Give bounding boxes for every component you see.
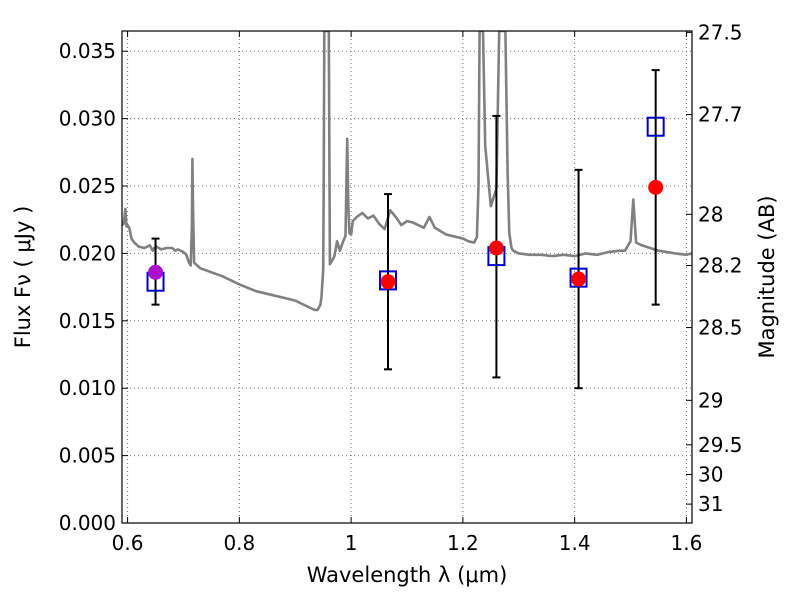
- spectrum-layer: [122, 31, 692, 312]
- y-tick-label: 0.025: [59, 174, 116, 198]
- observed-flux-point: [571, 271, 587, 287]
- x-tick-label: 1.6: [671, 531, 703, 555]
- right-tick-label: 28.5: [698, 316, 743, 340]
- marker-layer: [146, 116, 665, 292]
- y-tick-label: 0.000: [59, 511, 116, 535]
- observed-flux-point: [488, 240, 504, 256]
- y-tick-label: 0.010: [59, 376, 116, 400]
- x-tick-label: 1: [345, 531, 358, 555]
- model-spectrum-line: [122, 31, 692, 312]
- y-tick-label: 0.020: [59, 241, 116, 265]
- model-photometry-box: [379, 270, 397, 291]
- model-photometry-box: [569, 267, 588, 288]
- y-tick-label: 0.035: [59, 39, 116, 63]
- observed-flux-point: [148, 264, 164, 280]
- grid-layer: [122, 31, 692, 523]
- y-axis-label: Flux Fν ( μJy ): [11, 206, 35, 349]
- right-axis-label: Magnitude (AB): [755, 195, 779, 358]
- y-tick-label: 0.015: [59, 309, 116, 333]
- tick-layer: 0.6 0.8 1 1.2 1.4 1.6 0.000 0.005 0.010 0.015 0.02…: [59, 20, 743, 555]
- y-tick-label: 0.030: [59, 107, 116, 131]
- x-tick-label: 0.6: [112, 531, 144, 555]
- right-tick-label: 27.7: [698, 103, 743, 127]
- y-tick-label: 0.005: [59, 444, 116, 468]
- observed-flux-point: [380, 274, 396, 290]
- right-tick-label: 28.2: [698, 254, 743, 278]
- errorbar-layer: [151, 69, 660, 390]
- right-tick-label: 27.5: [698, 20, 743, 44]
- x-tick-label: 1.4: [559, 531, 591, 555]
- right-tick-label: 29: [698, 388, 723, 412]
- model-photometry-box: [646, 116, 665, 137]
- right-tick-label: 30: [698, 462, 723, 486]
- x-tick-label: 1.2: [447, 531, 479, 555]
- right-tick-label: 29.5: [698, 433, 743, 457]
- observed-flux-point: [648, 179, 664, 195]
- x-tick-label: 0.8: [223, 531, 255, 555]
- right-tick-label: 31: [698, 492, 723, 516]
- right-tick-label: 28: [698, 202, 723, 226]
- x-axis-label: Wavelength λ (μm): [307, 563, 508, 587]
- plot-frame: [121, 30, 693, 524]
